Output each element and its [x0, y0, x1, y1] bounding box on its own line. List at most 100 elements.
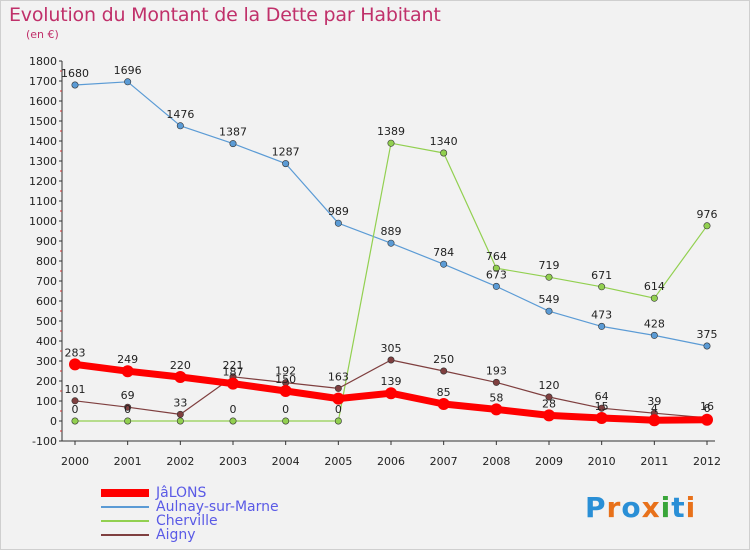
data-label: 1696 [114, 64, 142, 77]
data-point [598, 404, 606, 412]
data-label: 39 [647, 395, 661, 408]
data-point [703, 222, 711, 230]
data-point [648, 414, 661, 427]
data-label: 976 [697, 208, 718, 221]
data-point [176, 417, 184, 425]
data-point [598, 322, 606, 330]
data-point [387, 239, 395, 247]
data-label: 101 [65, 383, 86, 396]
data-label: 15 [595, 400, 609, 413]
data-point [176, 122, 184, 130]
data-point [437, 398, 450, 410]
data-label: 220 [170, 359, 191, 372]
data-point [650, 331, 658, 339]
data-label: 764 [486, 250, 507, 263]
x-tick-label: 2007 [430, 455, 458, 468]
data-point [279, 385, 292, 397]
legend-swatch [101, 506, 149, 508]
y-tick-label: 0 [50, 415, 57, 428]
logo-letter: t [671, 491, 686, 524]
data-point [334, 417, 342, 425]
data-label: 784 [433, 246, 454, 259]
logo-letter: x [641, 491, 661, 524]
data-label: 0 [335, 403, 342, 416]
data-label: 0 [230, 403, 237, 416]
data-label: 0 [124, 403, 131, 416]
data-point [545, 393, 553, 401]
data-point [385, 387, 397, 400]
data-label: 1387 [219, 126, 247, 139]
series-line [74, 81, 708, 347]
x-tick-label: 2001 [114, 455, 142, 468]
x-tick-label: 2000 [61, 455, 89, 468]
y-tick-label: 600 [36, 295, 57, 308]
y-tick-label: 500 [36, 315, 57, 328]
data-label: 249 [117, 353, 138, 366]
data-label: 250 [433, 353, 454, 366]
legend-swatch [101, 489, 149, 497]
data-label: 473 [591, 308, 612, 321]
data-point [387, 139, 395, 147]
x-tick-label: 2009 [535, 455, 563, 468]
data-label: 120 [539, 379, 560, 392]
data-label: 150 [275, 373, 296, 386]
logo-letter: i [660, 491, 672, 524]
data-label: 221 [223, 359, 244, 372]
logo-letter: i [685, 491, 697, 524]
data-point [121, 365, 134, 378]
legend-label: Aulnay-sur-Marne [156, 499, 279, 515]
x-tick-label: 2002 [166, 455, 194, 468]
data-label: 187 [223, 366, 244, 379]
y-tick-label: 1000 [29, 215, 57, 228]
data-point [598, 283, 606, 291]
data-label: 4 [651, 402, 658, 415]
y-tick-label: 1300 [29, 155, 57, 168]
data-label: 0 [282, 403, 289, 416]
data-point [174, 371, 187, 383]
data-point [490, 403, 503, 416]
y-tick-label: 200 [36, 375, 57, 388]
data-point [440, 149, 448, 157]
chart-title: Evolution du Montant de la Dette par Hab… [9, 4, 441, 26]
data-label: 16 [700, 400, 714, 413]
y-tick-label: 300 [36, 355, 57, 368]
data-label: 58 [489, 391, 503, 404]
data-label: 671 [591, 269, 612, 282]
data-point [124, 417, 132, 425]
data-label: 1680 [61, 67, 89, 80]
data-label: 428 [644, 317, 665, 330]
data-point [124, 78, 132, 86]
data-label: 283 [65, 346, 86, 359]
legend-swatch [101, 520, 149, 522]
y-tick-label: 1800 [29, 55, 57, 68]
data-point [227, 377, 239, 390]
x-tick-label: 2010 [588, 455, 616, 468]
data-point [229, 140, 237, 148]
data-point [701, 413, 713, 426]
logo-letter: o [621, 491, 642, 524]
y-tick-label: -100 [32, 435, 57, 448]
legend-label: Aigny [156, 527, 196, 543]
data-point [334, 219, 342, 227]
y-unit-label: (en €) [26, 28, 59, 41]
data-point [545, 307, 553, 315]
x-tick-label: 2012 [693, 455, 721, 468]
data-label: 85 [437, 386, 451, 399]
data-label: 64 [595, 390, 609, 403]
legend-label: Cherville [156, 513, 218, 529]
data-label: 193 [486, 364, 507, 377]
data-label: 305 [381, 342, 402, 355]
y-tick-label: 1400 [29, 135, 57, 148]
x-tick-label: 2005 [324, 455, 352, 468]
data-label: 69 [121, 389, 135, 402]
legend-label: JâLONS [156, 485, 207, 501]
data-label: 889 [381, 225, 402, 238]
data-point [69, 358, 81, 371]
y-tick-label: 900 [36, 235, 57, 248]
y-tick-label: 400 [36, 335, 57, 348]
data-label: 719 [539, 259, 560, 272]
data-label: 163 [328, 370, 349, 383]
data-label: 989 [328, 205, 349, 218]
